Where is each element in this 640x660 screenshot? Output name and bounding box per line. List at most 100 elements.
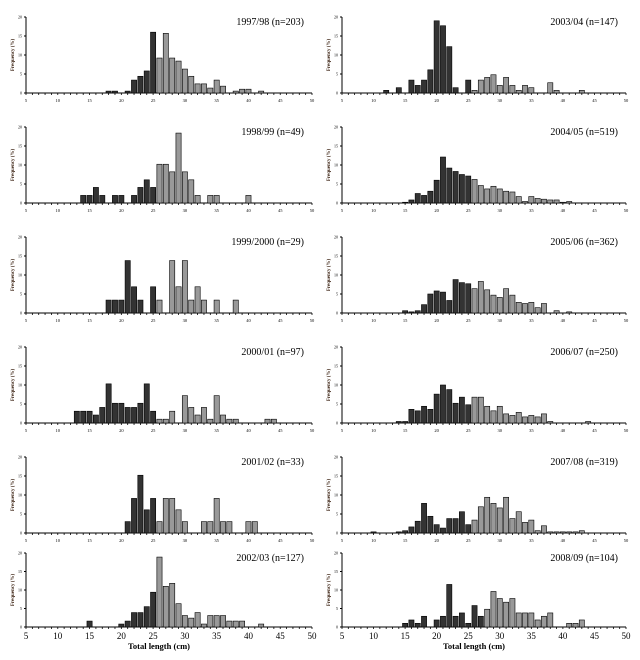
panel-title: 2008/09 (n=104) <box>550 553 618 564</box>
bar-dark <box>465 79 472 94</box>
bar-light <box>213 615 220 628</box>
x-tick-label: 5 <box>341 538 344 543</box>
histogram-panel: 0 5 10 15 20 5 10 15 20 25 30 35 40 45 50 2005/06 (n=36… <box>320 220 640 330</box>
bar-light <box>169 260 176 314</box>
x-tick-label: 35 <box>214 98 219 103</box>
y-tick-label: 20 <box>334 345 338 350</box>
bar-dark <box>150 498 157 534</box>
x-tick-label: 20 <box>432 631 442 641</box>
bar-light <box>515 90 522 94</box>
bar-light <box>220 414 226 424</box>
y-tick-label: 15 <box>334 254 338 259</box>
y-tick-label: 20 <box>18 235 22 240</box>
y-tick-label: 20 <box>18 15 22 20</box>
x-tick-label: 5 <box>25 538 28 543</box>
x-tick-label: 25 <box>464 631 474 641</box>
bar-dark <box>118 402 125 424</box>
bar-dark <box>86 410 93 424</box>
y-axis-label: Frequency (%) <box>327 259 332 292</box>
x-tick-label: 25 <box>151 98 156 103</box>
bar-light <box>226 620 233 628</box>
x-tick-label: 10 <box>371 98 376 103</box>
bar-dark <box>402 201 408 204</box>
bar-light <box>503 288 509 314</box>
x-tick-label: 35 <box>214 538 219 543</box>
bar-light <box>181 171 188 204</box>
y-axis-label: Frequency (%) <box>11 479 16 512</box>
x-tick-label: 45 <box>278 318 283 323</box>
x-tick-label: 45 <box>278 428 283 433</box>
bar-light <box>471 179 478 204</box>
y-tick-label: 15 <box>334 569 338 574</box>
bar-light <box>553 310 560 314</box>
bar-light <box>553 531 560 534</box>
bar-light <box>490 185 497 204</box>
panel-title: 1999/2000 (n=29) <box>231 237 304 248</box>
x-tick-label: 10 <box>371 208 376 213</box>
x-tick-label: 20 <box>434 318 439 323</box>
bar-light <box>201 623 207 628</box>
bar-light <box>477 185 484 204</box>
x-tick-label: 10 <box>56 538 61 543</box>
x-tick-label: 25 <box>466 538 471 543</box>
x-tick-label: 20 <box>119 318 124 323</box>
bar-dark <box>150 187 157 204</box>
bar-light <box>509 518 516 534</box>
bar-dark <box>137 612 144 628</box>
x-tick-label: 15 <box>87 318 92 323</box>
bar-light <box>560 531 566 534</box>
x-tick-label: 35 <box>529 428 534 433</box>
y-tick-label: 5 <box>336 606 338 611</box>
bar-light <box>156 299 163 314</box>
bar-dark <box>421 503 427 534</box>
x-tick-label: 45 <box>592 428 597 433</box>
y-tick-label: 0 <box>20 91 22 96</box>
bar-light <box>509 415 516 424</box>
bar-dark <box>131 498 137 534</box>
bar-light <box>528 87 535 94</box>
bar-dark <box>402 530 408 534</box>
bar-dark <box>150 591 157 628</box>
histogram-panel: 0 5 10 15 20 5 10 15 20 25 30 35 40 45 50 2002/03 (n=12… <box>0 545 320 655</box>
bar-dark <box>105 383 112 424</box>
x-tick-label: 10 <box>371 318 376 323</box>
bar-light <box>528 302 535 314</box>
histogram-panel: 0 5 10 15 20 5 10 15 20 25 30 35 40 45 50 2000/01 (n=97… <box>0 330 320 440</box>
y-tick-label: 20 <box>334 235 338 240</box>
x-tick-label: 5 <box>341 98 344 103</box>
x-tick-label: 5 <box>24 631 29 641</box>
bar-light <box>220 521 226 534</box>
bar-light <box>270 418 277 424</box>
bar-light <box>534 416 541 424</box>
bar-light <box>484 496 491 534</box>
bar-light <box>553 90 560 94</box>
bar-dark <box>446 389 453 424</box>
y-tick-label: 5 <box>336 292 338 297</box>
bar-dark <box>433 20 440 94</box>
bar-dark <box>131 286 137 314</box>
bar-light <box>213 395 220 424</box>
x-tick-label: 15 <box>403 538 408 543</box>
bar-dark <box>459 282 465 314</box>
y-tick-label: 0 <box>20 421 22 426</box>
x-tick-label: 40 <box>244 631 254 641</box>
x-tick-label: 25 <box>151 208 156 213</box>
histogram-panel: 0 5 10 15 20 5 10 15 20 25 30 35 40 45 50 1997/98 (n=20… <box>0 0 320 110</box>
bar-dark <box>105 299 112 314</box>
bar-light <box>541 413 547 424</box>
y-tick-label: 10 <box>334 273 338 278</box>
bar-dark <box>452 87 459 94</box>
x-tick-label: 50 <box>310 318 315 323</box>
bar-dark <box>143 383 150 424</box>
bar-light <box>181 260 188 314</box>
bar-dark <box>124 407 131 424</box>
x-tick-label: 25 <box>151 428 156 433</box>
bar-dark <box>427 515 434 534</box>
bar-dark <box>440 156 446 204</box>
bar-light <box>578 90 585 94</box>
bar-light <box>484 608 491 628</box>
bar-dark <box>370 531 377 534</box>
bar-dark <box>150 31 157 94</box>
bar-light <box>181 395 188 424</box>
